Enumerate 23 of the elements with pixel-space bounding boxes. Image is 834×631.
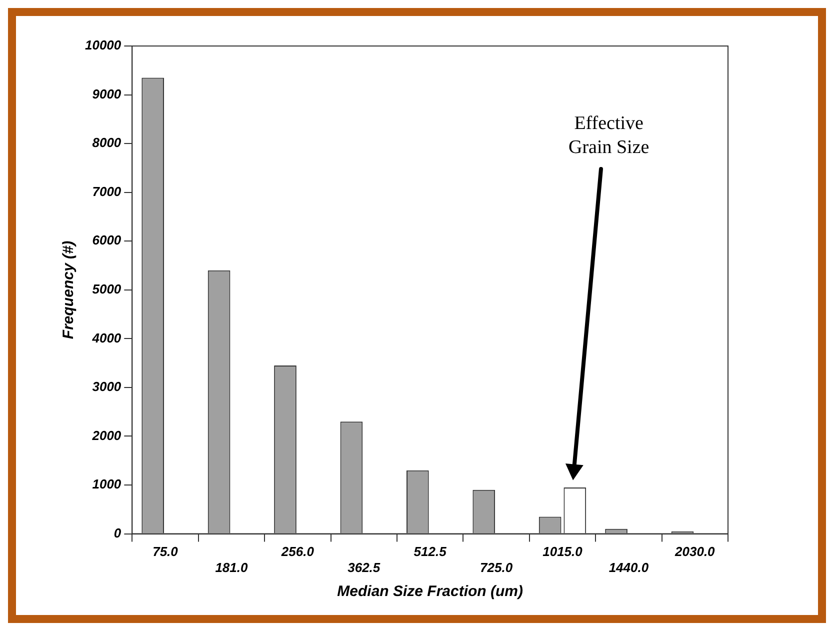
y-tick-label: 10000 <box>84 38 122 53</box>
x-tick-label: 362.5 <box>348 560 381 575</box>
y-tick-label: 0 <box>114 525 122 540</box>
x-axis-title: Median Size Fraction (um) <box>337 583 524 600</box>
x-tick-label: 256.0 <box>280 544 315 560</box>
x-tick-label: 2030.0 <box>674 544 716 560</box>
y-tick-label: 5000 <box>92 281 122 296</box>
y-tick-label: 1000 <box>92 476 122 492</box>
y-tick-label: 4000 <box>91 330 122 346</box>
x-tick-label: 181.0 <box>215 560 248 575</box>
y-tick-label: 6000 <box>92 232 122 248</box>
x-tick-label: 512.5 <box>414 544 448 560</box>
y-tick-label: 8000 <box>92 135 122 150</box>
x-tick-label: 725.0 <box>480 560 514 575</box>
y-axis-title: Frequency (#) <box>60 240 78 340</box>
y-tick-label: 9000 <box>92 86 122 102</box>
y-tick-label: 2000 <box>91 428 122 443</box>
y-tick-label: 7000 <box>92 184 122 199</box>
x-tick-label: 1015.0 <box>542 544 584 560</box>
annotation: Effective Grain Size <box>568 112 650 158</box>
x-tick-label: 75.0 <box>152 544 179 560</box>
y-tick-label: 3000 <box>92 379 122 394</box>
x-tick-label: 1440.0 <box>608 560 650 575</box>
